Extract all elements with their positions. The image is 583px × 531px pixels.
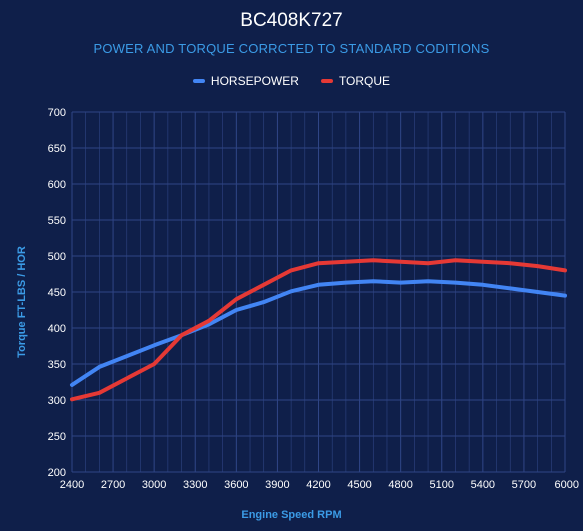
x-tick-label: 2700	[101, 479, 125, 491]
x-tick-label: 4500	[347, 479, 371, 491]
y-tick-label: 400	[48, 323, 66, 335]
y-tick-label: 300	[48, 395, 66, 407]
x-tick-label: 4800	[388, 479, 412, 491]
y-tick-label: 600	[48, 179, 66, 191]
x-tick-label: 3000	[142, 479, 166, 491]
y-tick-label: 500	[48, 251, 66, 263]
legend-swatch-horsepower	[192, 79, 205, 83]
series-line-horsepower[interactable]	[70, 279, 567, 387]
legend-item-torque[interactable]: TORQUE	[320, 74, 391, 88]
y-tick-label: 700	[48, 107, 66, 119]
legend-item-horsepower[interactable]: HORSEPOWER	[192, 74, 299, 88]
chart-title: BC408K727	[240, 10, 343, 31]
x-tick-label: 5700	[512, 479, 536, 491]
x-tick-label: 5100	[430, 479, 454, 491]
x-tick-label: 6000	[555, 479, 579, 491]
y-tick-label: 650	[48, 143, 66, 155]
y-tick-label: 450	[48, 287, 66, 299]
x-tick-label: 3300	[183, 479, 207, 491]
series-line-torque[interactable]	[70, 258, 567, 402]
chart-subtitle: POWER AND TORQUE CORRCTED TO STANDARD CO…	[93, 41, 490, 56]
y-tick-label: 250	[48, 431, 66, 443]
y-axis-label: Torque FT-LBS / HOR	[16, 246, 28, 358]
legend-label-torque: TORQUE	[338, 74, 391, 88]
x-axis-label: Engine Speed RPM	[241, 509, 342, 521]
y-tick-label: 550	[48, 215, 66, 227]
x-tick-label: 3900	[265, 479, 289, 491]
x-tick-label: 3600	[224, 479, 248, 491]
legend-label-horsepower: HORSEPOWER	[210, 74, 299, 88]
y-tick-label: 200	[48, 467, 66, 479]
chart-legend: HORSEPOWER TORQUE	[0, 74, 583, 88]
legend-swatch-torque	[320, 79, 333, 83]
y-tick-label: 350	[48, 359, 66, 371]
x-tick-label: 4200	[306, 479, 330, 491]
x-tick-label: 5400	[471, 479, 495, 491]
x-tick-label: 2400	[60, 479, 84, 491]
